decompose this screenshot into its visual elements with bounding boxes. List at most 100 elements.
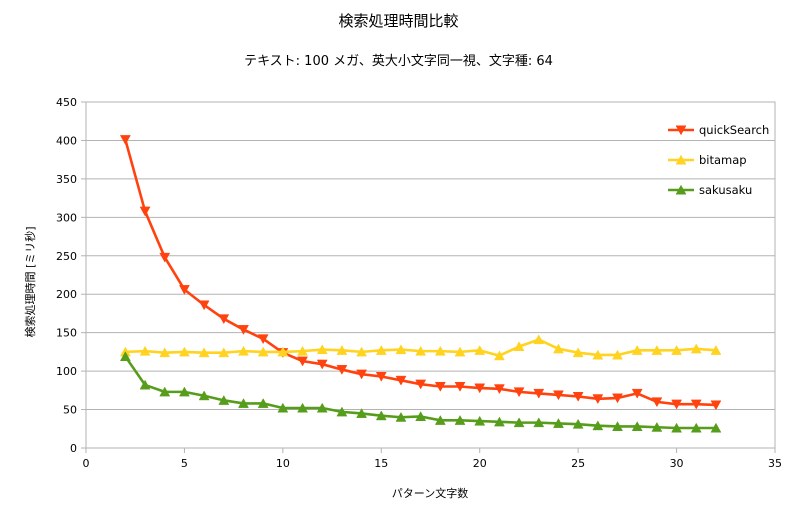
data-point [159,386,171,397]
data-point [592,420,604,431]
legend-marker [675,184,687,195]
data-point [179,346,190,357]
y-axis-label: 検索処理時間 [ミリ秒] [23,226,37,337]
data-point [139,345,151,356]
data-point [513,341,525,352]
data-point [513,417,525,428]
data-point [375,371,387,382]
series-sakusaku [119,351,722,433]
data-point [572,391,584,402]
x-axis-label: パターン文字数 [392,486,468,500]
data-point [493,416,505,427]
data-point [179,386,190,397]
legend-label: sakusaku [699,183,752,197]
legend-marker [675,154,687,165]
series-line [124,139,716,407]
data-point [316,344,328,355]
data-point [159,252,171,263]
data-point [710,422,722,433]
data-point [474,383,486,394]
data-point [159,347,171,358]
data-point [238,398,249,408]
data-point [356,369,368,380]
data-point [671,345,682,355]
data-point [533,388,545,399]
data-point [119,135,131,145]
series-group [119,135,722,433]
data-point [493,350,505,361]
data-point [395,411,407,422]
legend-label: bitamap [699,153,747,167]
y-tick-label: 100 [56,365,77,378]
y-tick-label: 300 [56,211,77,224]
x-tick-label: 30 [670,457,684,470]
data-point [375,345,387,355]
data-point [454,381,466,392]
data-point [710,400,722,411]
data-point [415,345,427,356]
data-point [415,379,427,390]
series-quickSearch [119,135,722,411]
data-point [434,345,446,356]
data-point [553,343,564,354]
data-point [139,206,151,217]
x-tick-label: 5 [181,457,188,470]
data-point [671,422,682,433]
data-point [553,390,564,401]
data-point [257,334,269,345]
data-point [179,285,190,295]
data-point [533,417,545,428]
x-tick-label: 10 [276,457,290,470]
data-point [119,351,131,362]
x-tick-label: 35 [768,457,782,470]
data-point [592,349,604,360]
legend-item: quickSearch [668,123,769,137]
legend-item: bitamap [668,153,747,167]
data-point [493,384,505,395]
plot-frame [85,101,776,449]
x-tick-label: 20 [473,457,487,470]
data-point [612,421,623,431]
data-point [297,345,308,356]
data-point [277,402,289,413]
data-point [238,325,249,335]
data-point [395,375,407,386]
data-point [198,390,210,401]
data-point [218,347,230,358]
data-point [336,345,348,355]
data-point [631,388,643,399]
data-point [218,395,230,405]
data-point [690,343,702,354]
data-point [356,408,368,418]
data-point [336,406,348,417]
data-point [238,345,249,356]
data-point [671,399,682,410]
data-point [434,381,446,392]
data-point [198,300,210,311]
legend: quickSearch bitamap sakusaku [668,123,769,197]
data-point [454,346,466,357]
data-point [651,421,663,432]
data-point [474,415,486,426]
data-point [257,398,269,408]
data-point [297,356,308,367]
data-point [474,345,486,355]
y-tick-label: 200 [56,288,77,301]
data-point [651,345,663,355]
y-tick-label: 150 [56,327,77,340]
data-point [592,394,604,405]
legend-label: quickSearch [699,123,769,137]
data-point [690,422,702,433]
data-point [690,399,702,410]
x-tick-label: 0 [83,457,90,470]
data-point [375,410,387,421]
legend-item: sakusaku [668,183,752,197]
y-tick-label: 450 [56,96,77,109]
data-point [710,345,722,355]
data-point [651,397,663,408]
data-point [277,346,289,357]
data-point [631,421,643,431]
data-point [316,359,328,370]
data-point [257,346,269,357]
